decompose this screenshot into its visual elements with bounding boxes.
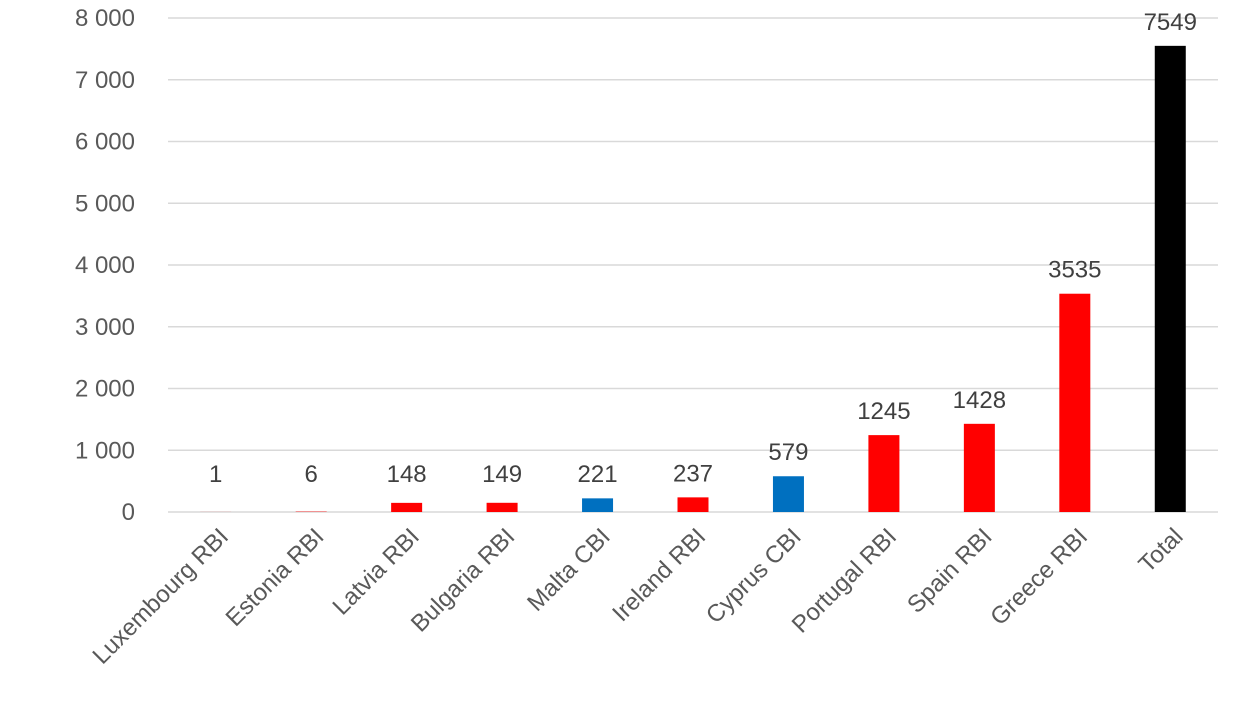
bar-data-label: 7549 [1144, 9, 1197, 36]
bar-data-label: 1428 [953, 387, 1006, 414]
bar-data-label: 237 [673, 460, 713, 487]
bar [677, 497, 709, 512]
bar [772, 476, 804, 512]
bar [1154, 45, 1186, 513]
y-tick-label: 5 000 [75, 190, 135, 217]
bar-data-label: 1245 [857, 398, 910, 425]
y-tick-label: 8 000 [75, 5, 135, 32]
x-tick-label: Latvia RBI [327, 523, 424, 620]
bar [486, 502, 518, 512]
bar-data-label: 149 [482, 461, 522, 488]
bar-data-label: 221 [578, 461, 618, 488]
bar-data-label: 579 [768, 439, 808, 466]
bar-data-labels: 1 6 148 149 221 237 579 1245 1428 3535 7549 [209, 9, 1197, 488]
x-tick-label: Cyprus CBI [701, 523, 807, 629]
bars [200, 45, 1186, 513]
y-axis-tick-labels: 0 1 000 2 000 3 000 4 000 5 000 6 000 7 000 8 00… [75, 5, 135, 526]
bar [582, 498, 614, 512]
bar-data-label: 3535 [1048, 257, 1101, 284]
x-tick-label: Malta CBI [522, 523, 616, 617]
x-tick-label: Estonia RBI [221, 523, 330, 632]
gridlines [168, 17, 1218, 513]
bar-data-label: 148 [387, 461, 427, 488]
bar [868, 435, 900, 512]
bar-data-label: 1 [209, 461, 222, 488]
x-tick-label: Greece RBI [985, 523, 1093, 631]
x-tick-label: Luxembourg RBI [88, 523, 234, 669]
bar-data-label: 6 [305, 461, 318, 488]
x-tick-label: Total [1134, 523, 1189, 578]
bar [963, 423, 995, 512]
bar [391, 502, 423, 512]
y-tick-label: 4 000 [75, 252, 135, 279]
x-tick-label: Bulgaria RBI [406, 523, 520, 637]
y-tick-label: 7 000 [75, 67, 135, 94]
x-tick-label: Spain RBI [902, 523, 998, 619]
y-tick-label: 2 000 [75, 376, 135, 403]
x-tick-label: Ireland RBI [607, 523, 711, 627]
y-tick-label: 3 000 [75, 314, 135, 341]
y-tick-label: 6 000 [75, 129, 135, 156]
bar [1059, 293, 1091, 512]
y-tick-label: 0 [122, 499, 135, 526]
y-tick-label: 1 000 [75, 437, 135, 464]
